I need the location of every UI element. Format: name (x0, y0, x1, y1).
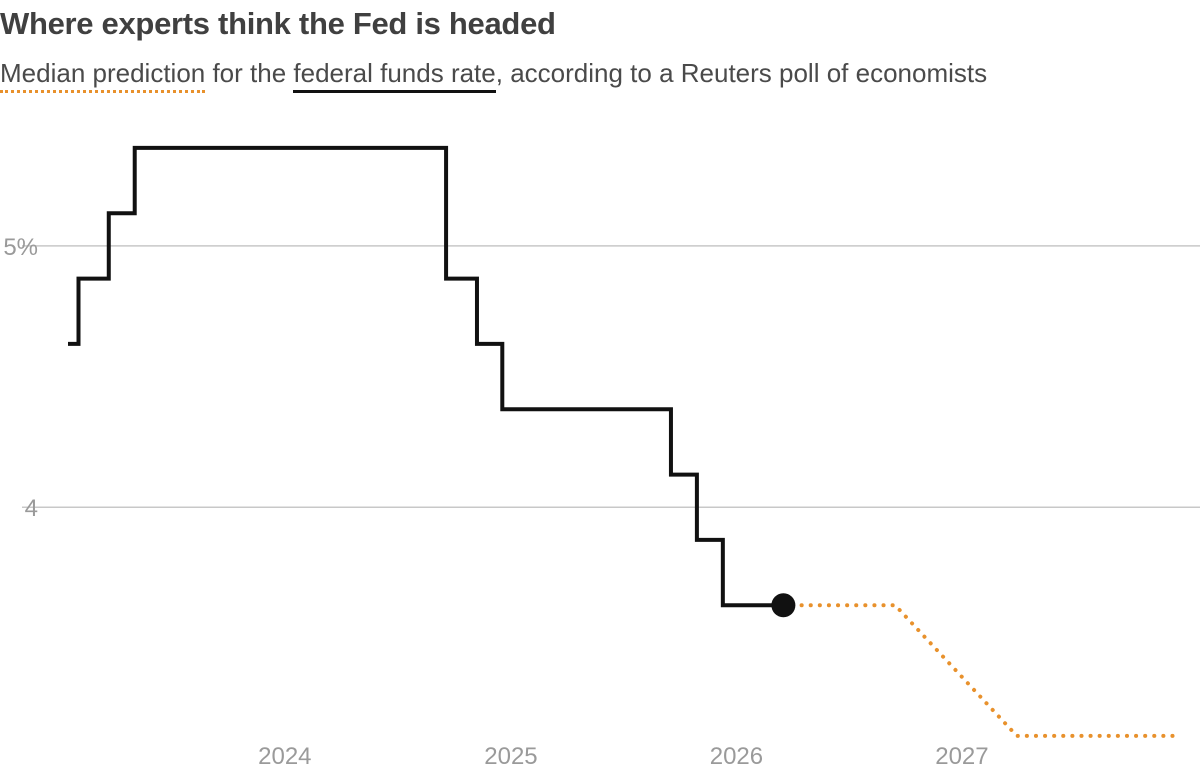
current-rate-marker (771, 593, 796, 618)
y-tick-label: 5% (3, 234, 38, 261)
x-axis-ticks: 2024 2025 2026 2027 (258, 743, 988, 770)
gridlines (22, 245, 1200, 508)
x-tick-label: 2027 (935, 743, 988, 770)
chart-title: Where experts think the Fed is headed (0, 6, 556, 41)
y-tick-label: 4 (25, 495, 38, 522)
x-tick-label: 2025 (484, 743, 537, 770)
x-tick-label: 2026 (710, 743, 763, 770)
chart-subtitle: Median prediction for the federal funds … (0, 58, 988, 93)
forecast-legend-key: Median prediction (0, 58, 206, 93)
actual-series-line (68, 145, 784, 608)
x-tick-label: 2024 (258, 743, 311, 770)
subtitle-text-a: for the (205, 58, 294, 88)
actual-legend-key: federal funds rate (293, 58, 496, 93)
series (68, 145, 1182, 738)
forecast-series-line (781, 603, 1182, 738)
y-axis-ticks: 5% 4 (3, 234, 38, 522)
subtitle-text-b: , according to a Reuters poll of economi… (495, 58, 988, 88)
